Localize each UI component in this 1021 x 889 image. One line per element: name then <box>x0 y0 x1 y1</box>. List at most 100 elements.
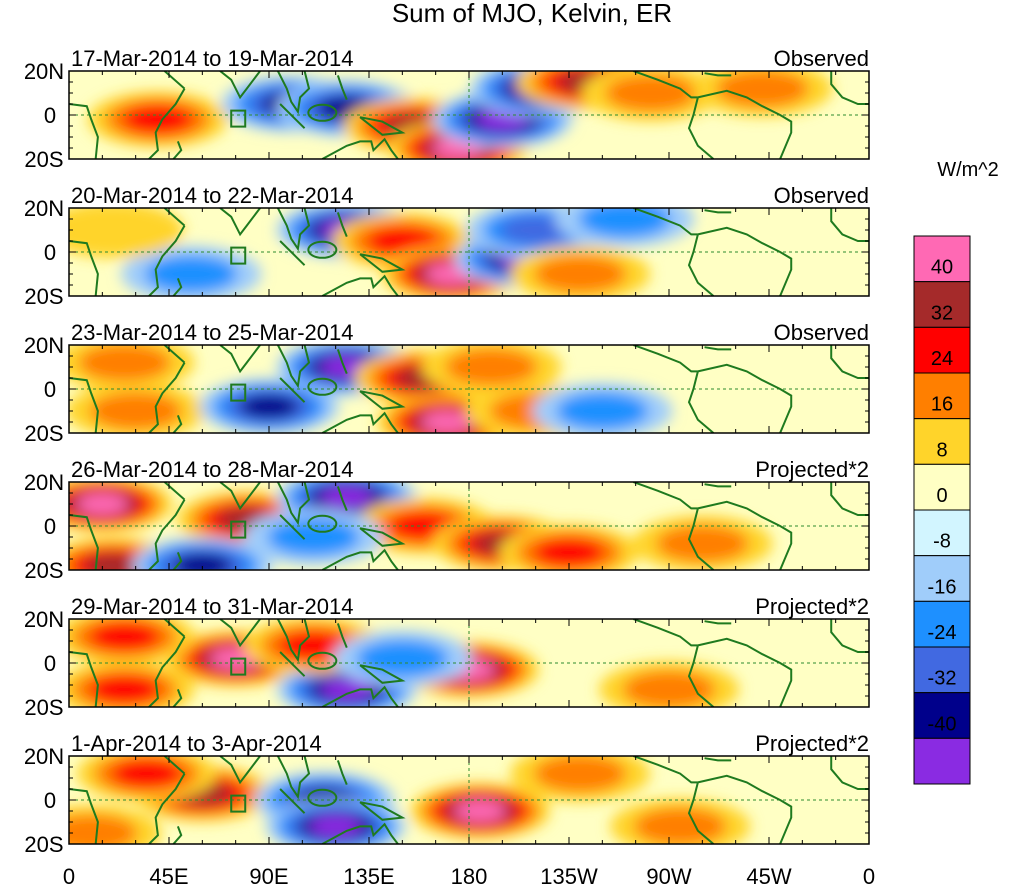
y-tick-label: 20S <box>24 695 63 720</box>
anomaly-contour <box>716 71 809 108</box>
colorbar-label: W/m^2 <box>937 159 999 181</box>
index-box <box>230 794 247 813</box>
anomaly-contour <box>89 621 161 652</box>
colorbar-tick-label: 40 <box>931 257 953 279</box>
south-america-coast <box>687 226 793 296</box>
anomaly-contour <box>321 678 373 701</box>
south-america-coast <box>687 637 793 707</box>
x-tick-label: 135E <box>343 864 394 889</box>
panel-date-range: 23-Mar-2014 to 25-Mar-2014 <box>71 320 353 345</box>
panel-date-range: 1-Apr-2014 to 3-Apr-2014 <box>71 731 322 756</box>
colorbar-tick-label: -32 <box>928 668 957 690</box>
colorbar-swatch <box>913 600 971 648</box>
south-america-coast <box>687 89 793 159</box>
africa-coast <box>69 208 186 296</box>
madagascar-coast <box>172 141 183 159</box>
west-africa-coast <box>830 345 869 379</box>
west-africa-coast <box>830 756 869 790</box>
anomaly-4 <box>69 345 195 391</box>
anomaly-layer <box>69 619 739 707</box>
anomaly-contour <box>69 208 184 258</box>
caribbean-coast <box>704 72 732 77</box>
indochina-coast <box>276 208 311 252</box>
west-africa-coast <box>830 482 869 516</box>
colorbar-tick-label: -24 <box>928 622 957 644</box>
colorbar-tick-label: 16 <box>931 394 953 416</box>
africa-coast <box>69 756 186 844</box>
x-tick-label: 90E <box>249 864 288 889</box>
anomaly-contour <box>321 486 373 509</box>
coastlines <box>69 756 869 844</box>
panel-date-range: 29-Mar-2014 to 31-Mar-2014 <box>71 594 353 619</box>
anomaly-contour <box>111 758 183 789</box>
philippines-coast <box>336 212 348 237</box>
anomaly-contour <box>366 226 438 256</box>
index-box <box>230 383 247 402</box>
central-america-coast <box>633 71 698 99</box>
anomaly-contour <box>421 411 473 433</box>
anomaly-contour <box>445 348 538 386</box>
x-tick-label: 180 <box>451 864 488 889</box>
anomaly-9 <box>581 71 722 121</box>
coastlines <box>69 345 869 433</box>
anomaly-5 <box>132 537 273 570</box>
colorbar-swatch <box>913 509 971 557</box>
africa-coast <box>69 345 186 433</box>
index-box <box>230 520 247 539</box>
panel-ticks <box>68 618 870 708</box>
anomaly-2 <box>69 619 195 665</box>
colorbar-swatch <box>913 646 971 694</box>
anomaly-7 <box>510 756 651 802</box>
y-tick-label: 20S <box>24 284 63 309</box>
new-guinea-coast <box>359 253 406 273</box>
philippines-coast <box>336 349 348 374</box>
anomaly-layer <box>87 71 833 159</box>
x-tick-label: 45W <box>746 864 791 889</box>
panel-ticks <box>68 481 870 571</box>
madagascar-coast <box>172 278 183 296</box>
anomaly-contour <box>83 553 144 570</box>
y-tick-label: 0 <box>44 103 56 128</box>
australia-coast <box>321 411 399 433</box>
central-america-coast <box>633 482 698 510</box>
y-tick-label: 20N <box>24 196 64 221</box>
south-america-coast <box>687 363 793 433</box>
anomaly-contour <box>622 670 716 707</box>
indochina-coast <box>276 756 311 800</box>
australia-coast <box>321 822 399 844</box>
borneo-coast <box>307 788 338 807</box>
anomaly-contour <box>556 392 649 430</box>
index-box <box>230 657 247 676</box>
borneo-coast <box>307 103 338 122</box>
coastlines <box>69 482 869 570</box>
panel-field <box>69 619 869 707</box>
africa-coast <box>69 71 186 159</box>
panel-label: Projected*2 <box>755 731 869 756</box>
west-africa-coast <box>830 619 869 653</box>
y-tick-label: 0 <box>44 514 56 539</box>
x-tick-label: 0 <box>63 864 75 889</box>
panel-3: 20N 0 20S 23-Mar-2014 to 25-Mar-2014 Observe… <box>24 320 870 446</box>
anomaly-8 <box>332 630 473 687</box>
borneo-coast <box>307 377 338 396</box>
anomaly-9 <box>632 515 773 570</box>
anomaly-5 <box>410 783 551 839</box>
colorbar-tick-label: -40 <box>928 713 957 735</box>
sumatra-coast <box>279 377 306 403</box>
central-america-coast <box>633 345 698 373</box>
india-coast <box>219 482 261 511</box>
panel-field <box>69 756 869 844</box>
anomaly-contour <box>309 815 362 838</box>
anomaly-contour <box>500 215 572 245</box>
philippines-coast <box>336 760 348 785</box>
colorbar-tick-label: -16 <box>928 576 957 598</box>
colorbar: W/m^2 40 32 24 16 8 0 -8 -16 -24 -32 -40 <box>913 159 999 785</box>
indochina-coast <box>276 345 311 389</box>
india-coast <box>219 208 261 237</box>
anomaly-contour <box>533 756 627 793</box>
colorbar-tick-label: 32 <box>931 302 953 324</box>
panel-field <box>69 208 869 296</box>
y-tick-label: 20S <box>24 147 63 172</box>
x-axis: 0 45E 90E 135E 180 135W 90W 45W 0 <box>63 864 875 889</box>
anomaly-9 <box>532 383 673 433</box>
